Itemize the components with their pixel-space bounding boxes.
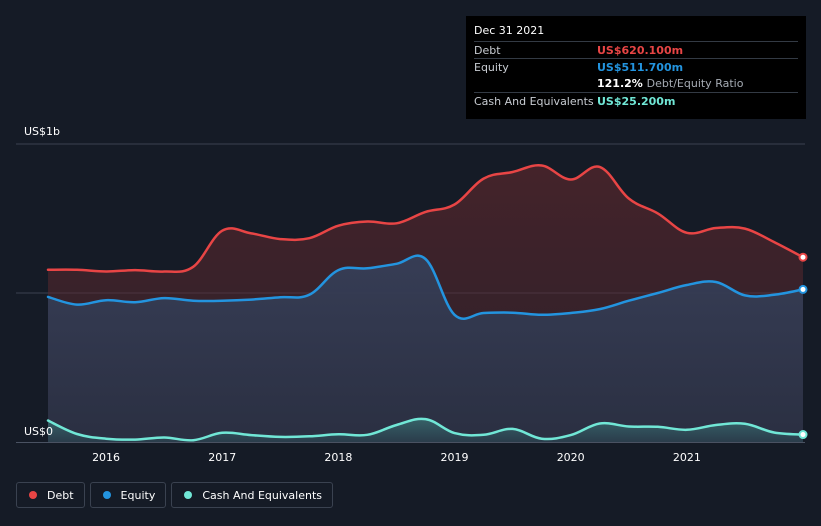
- cash-dot-icon: [184, 491, 193, 499]
- tooltip-ratio-label: Debt/Equity Ratio: [646, 77, 744, 90]
- equity-dot-icon: [102, 491, 111, 499]
- x-tick-label-2020: 2020: [556, 451, 585, 464]
- debt-end-marker: [798, 252, 808, 262]
- tooltip-cash-label: Cash And Equivalents: [474, 95, 594, 108]
- debt-dot-icon: [29, 491, 37, 499]
- tooltip-debt-value: US$620.100m: [597, 44, 684, 57]
- equity-area: [48, 255, 803, 442]
- y-axis-top-label: US$1b: [24, 125, 61, 138]
- legend-cash-label: Cash And Equivalents: [202, 488, 322, 502]
- data-tooltip: Dec 31 2021 Debt US$620.100m Equity US$5…: [466, 16, 806, 119]
- legend-item-cash[interactable]: Cash And Equivalents: [171, 482, 333, 508]
- cash-line: [46, 417, 805, 442]
- x-tick-label-2019: 2019: [440, 451, 469, 464]
- x-tick-label-2018: 2018: [324, 451, 353, 464]
- tooltip-debt-row: Debt US$620.100m: [474, 41, 798, 59]
- tooltip-ratio-value: 121.2%: [597, 77, 643, 90]
- tooltip-date: Dec 31 2021: [474, 24, 545, 37]
- equity-end-marker: [798, 284, 808, 294]
- tooltip-equity-row: Equity US$511.700m: [474, 58, 798, 76]
- y-axis-bottom-label: US$0: [24, 425, 54, 438]
- chart-legend: Debt Equity Cash And Equivalents: [16, 482, 338, 508]
- equity-line: [46, 254, 805, 320]
- debt-line: [46, 164, 805, 273]
- legend-equity-label: Equity: [120, 488, 156, 502]
- x-tick-label-2017: 2017: [208, 451, 237, 464]
- legend-debt-label: Debt: [47, 488, 74, 502]
- tooltip-debt-label: Debt: [474, 44, 501, 57]
- cash-end-marker: [798, 430, 808, 440]
- tooltip-equity-label: Equity: [474, 61, 509, 74]
- tooltip-cash-value: US$25.200m: [597, 95, 676, 108]
- legend-item-debt[interactable]: Debt: [16, 482, 85, 508]
- tooltip-cash-row: Cash And Equivalents US$25.200m: [474, 92, 798, 110]
- x-tick-label-2021: 2021: [672, 451, 701, 464]
- tooltip-ratio-row: 121.2% Debt/Equity Ratio: [474, 75, 798, 92]
- tooltip-ratio: 121.2% Debt/Equity Ratio: [597, 77, 743, 90]
- x-tick-label-2016: 2016: [92, 451, 121, 464]
- tooltip-equity-value: US$511.700m: [597, 61, 684, 74]
- legend-item-equity[interactable]: Equity: [89, 482, 167, 508]
